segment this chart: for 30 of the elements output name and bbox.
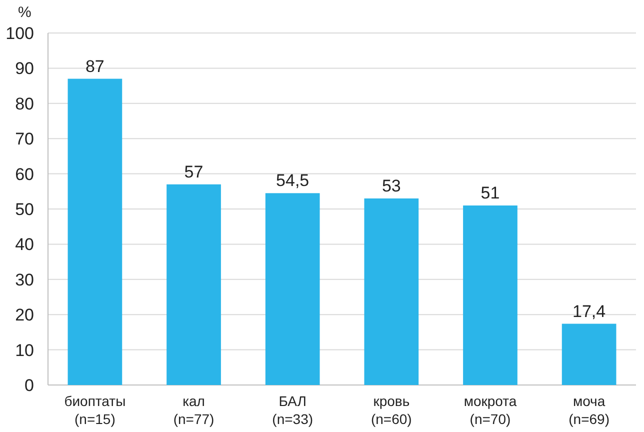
y-tick-label: 50 [15, 200, 34, 219]
y-tick-label: 20 [15, 306, 34, 325]
bar [562, 324, 616, 385]
data-label: 57 [184, 162, 204, 182]
y-tick-label: 80 [15, 94, 34, 114]
x-tick-label: биоптаты (n=15) [64, 393, 126, 427]
data-label: 54,5 [276, 171, 310, 190]
data-label: 51 [480, 183, 500, 202]
bar [166, 184, 221, 385]
bar [265, 193, 320, 385]
bar [364, 198, 419, 385]
y-tick-label: 30 [15, 270, 34, 290]
x-tick-label: БАЛ (n=33) [272, 393, 314, 427]
y-tick-label: 100 [6, 24, 34, 43]
y-tick-label: 60 [15, 164, 34, 184]
x-tick-label: кал (n=77) [173, 393, 214, 427]
y-tick-label: 90 [15, 59, 34, 78]
y-tick-label: 70 [15, 130, 34, 149]
y-tick-label: 0 [24, 376, 34, 395]
y-tick-label: 40 [15, 235, 34, 254]
y-axis-title: % [18, 4, 32, 21]
bar [68, 78, 122, 385]
bar [463, 205, 518, 385]
data-label: 17,4 [572, 302, 606, 321]
y-tick-label: 10 [15, 340, 34, 360]
data-label: 87 [85, 56, 104, 76]
x-tick-label: моча (n=69) [568, 393, 610, 427]
x-tick-label: мокрота (n=70) [464, 393, 517, 427]
data-label: 53 [382, 176, 401, 196]
x-tick-label: кровь (n=60) [370, 393, 412, 427]
